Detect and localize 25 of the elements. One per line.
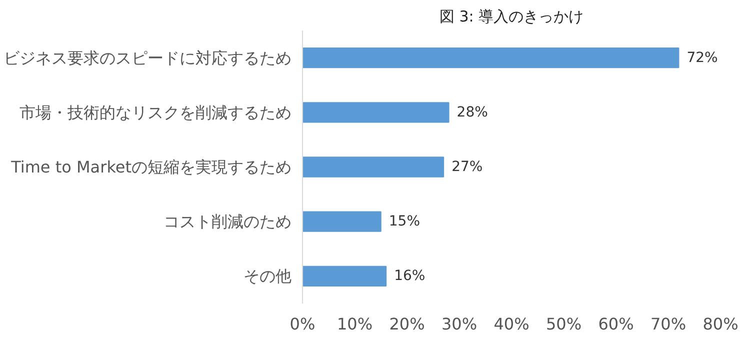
- y-tick-label: ビジネス要求のスピードに対応するため: [4, 48, 292, 68]
- bar: [302, 211, 382, 232]
- y-tick-label: その他: [244, 266, 292, 286]
- x-tick-label: 10%: [336, 314, 373, 334]
- x-tick-label: 80%: [702, 314, 738, 334]
- bar: [302, 156, 444, 178]
- y-tick-label: コスト削減のため: [164, 212, 292, 232]
- x-tick-label: 0%: [290, 314, 316, 334]
- bar: [302, 102, 450, 123]
- chart-title: 図 3: 導入のきっかけ: [439, 8, 584, 26]
- x-tick-label: 30%: [441, 314, 478, 334]
- data-label: 72%: [686, 50, 718, 66]
- data-label: 15%: [388, 214, 420, 230]
- x-tick-label: 70%: [650, 314, 686, 334]
- x-tick-label: 50%: [546, 314, 582, 334]
- data-label: 27%: [452, 159, 483, 175]
- x-tick-label: 20%: [389, 314, 425, 334]
- y-tick-label: 市場・技術的なリスクを削減するため: [20, 102, 292, 122]
- y-tick-label: Time to Marketの短縮を実現するため: [10, 158, 292, 176]
- x-tick-label: 40%: [494, 314, 530, 334]
- data-label: 28%: [456, 104, 488, 120]
- bar: [302, 47, 680, 68]
- data-label: 16%: [394, 268, 426, 284]
- x-tick-label: 60%: [598, 314, 634, 334]
- bar: [302, 266, 387, 287]
